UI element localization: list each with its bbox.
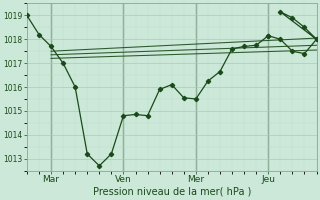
X-axis label: Pression niveau de la mer( hPa ): Pression niveau de la mer( hPa )	[92, 187, 251, 197]
